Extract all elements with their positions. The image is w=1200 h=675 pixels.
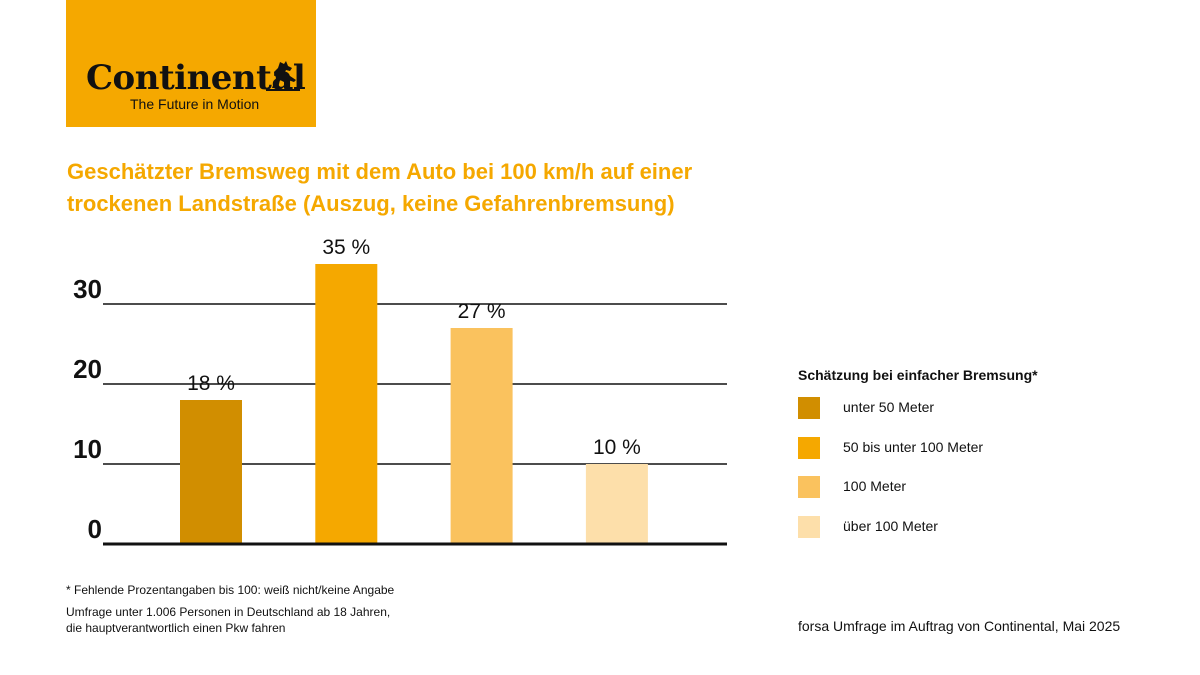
data-label: 27 % [458, 300, 506, 323]
y-tick-label: 30 [73, 274, 102, 304]
chart-title-line-1: Geschätzter Bremsweg mit dem Auto bei 10… [67, 159, 693, 184]
source-note: forsa Umfrage im Auftrag von Continental… [798, 618, 1121, 634]
data-label: 35 % [322, 236, 370, 259]
bar [450, 328, 513, 543]
legend-item: 50 bis unter 100 Meter [798, 436, 1178, 459]
legend-item: 100 Meter [798, 476, 1178, 498]
bar [315, 264, 378, 543]
y-tick-label: 20 [73, 354, 102, 384]
legend-swatch [798, 515, 820, 538]
survey-note: Umfrage unter 1.006 Personen in Deutschl… [66, 604, 390, 636]
brand-tagline: The Future in Motion [130, 96, 260, 112]
horse-icon [266, 61, 300, 91]
legend-swatch [798, 436, 820, 459]
y-tick-label: 0 [88, 514, 102, 544]
chart-title-line-2: trockenen Landstraße (Auszug, keine Gefa… [67, 191, 675, 216]
legend: Schätzung bei einfacher Bremsung* unter … [798, 367, 1178, 555]
legend-item: über 100 Meter [798, 515, 1178, 538]
legend-label: 100 Meter [843, 478, 907, 494]
legend-label: über 100 Meter [843, 517, 938, 534]
survey-note-line-2: die hauptverantwortlich einen Pkw fahren [66, 621, 286, 635]
footnote: * Fehlende Prozentangaben bis 100: weiß … [66, 583, 395, 597]
data-label: 18 % [187, 372, 235, 395]
survey-note-line-1: Umfrage unter 1.006 Personen in Deutschl… [66, 605, 391, 619]
legend-swatch [798, 476, 820, 498]
legend-label: 50 bis unter 100 Meter [843, 438, 984, 455]
brand-logo-box: Continental The Future in Motion [66, 0, 316, 127]
bar [180, 400, 242, 543]
y-tick-label: 10 [73, 434, 102, 464]
legend-swatch [798, 397, 820, 419]
bar [585, 464, 648, 543]
brand-wordmark: Continental [86, 58, 306, 98]
data-label: 10 % [593, 436, 641, 459]
legend-label: unter 50 Meter [843, 399, 935, 415]
legend-item: unter 50 Meter [798, 397, 1178, 419]
chart-title: Geschätzter Bremsweg mit dem Auto bei 10… [67, 156, 787, 220]
legend-title: Schätzung bei einfacher Bremsung* [798, 367, 1038, 383]
